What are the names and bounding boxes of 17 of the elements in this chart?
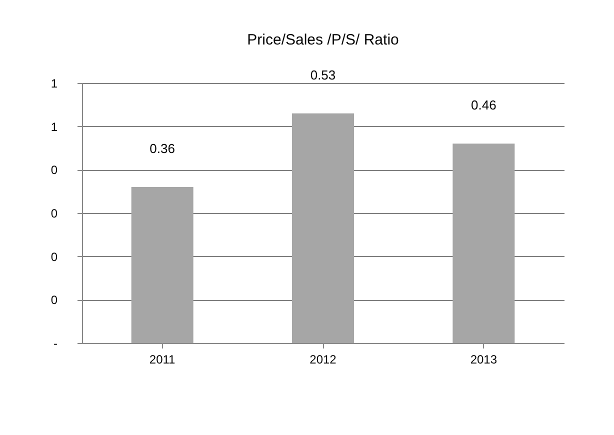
chart-title: Price/Sales /P/S/ Ratio: [247, 31, 399, 48]
x-tick-label: 2011: [149, 352, 176, 366]
bar: [292, 113, 354, 343]
x-tick-label: 2012: [310, 352, 337, 366]
x-tick-label: 2013: [470, 352, 498, 366]
data-label: 0.53: [310, 67, 336, 82]
y-tick-label: 0: [50, 293, 58, 308]
y-tick-label: 1: [50, 76, 58, 90]
bar: [452, 144, 515, 343]
y-tick-label: 1: [50, 120, 58, 134]
y-tick-label: 0: [50, 206, 58, 220]
y-tick-label: 0: [50, 250, 58, 264]
bar: [131, 187, 194, 343]
y-tick-label: -: [54, 336, 58, 350]
data-label: 0.46: [471, 98, 496, 113]
y-tick-label: 0: [50, 163, 58, 178]
data-label: 0.36: [150, 141, 175, 156]
